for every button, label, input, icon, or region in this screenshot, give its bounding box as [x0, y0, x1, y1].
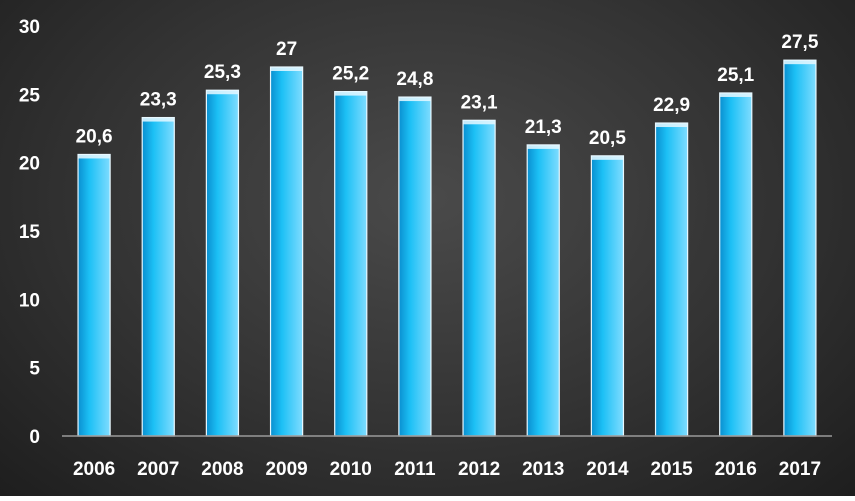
y-tick-label: 10: [19, 290, 40, 311]
x-axis: 2006 2007 2008 2009 2010 2011 2012 2013 2014 2015…: [73, 459, 821, 480]
y-tick-label: 20: [19, 154, 40, 175]
data-label: 24,8: [396, 69, 433, 90]
x-tick-label: 2008: [201, 459, 243, 480]
bar-2016: [719, 92, 753, 437]
bar-highlight: [591, 155, 624, 160]
bar-2008: [205, 89, 240, 437]
x-tick-label: 2017: [779, 459, 821, 480]
x-tick-label: 2006: [73, 459, 115, 480]
x-tick-label: 2007: [137, 459, 179, 480]
y-tick-label: 30: [19, 17, 40, 38]
x-tick-label: 2014: [586, 459, 629, 480]
data-label: 25,2: [332, 64, 369, 85]
x-tick-label: 2016: [715, 459, 757, 480]
data-label: 27: [276, 39, 297, 60]
bar-highlight: [78, 154, 111, 159]
bar-2010: [334, 90, 368, 437]
data-label: 20,5: [589, 128, 626, 149]
bar-2013: [526, 144, 560, 437]
bar-highlight: [527, 144, 560, 149]
bar-highlight: [206, 90, 239, 95]
bar-highlight: [334, 91, 367, 96]
data-label: 20,6: [76, 126, 113, 147]
data-label: 23,3: [140, 90, 177, 111]
x-tick-label: 2015: [650, 459, 693, 480]
data-label: 22,9: [653, 95, 690, 116]
x-tick-label: 2010: [330, 459, 372, 480]
bar-highlight: [142, 117, 175, 122]
data-label: 23,1: [461, 92, 498, 113]
x-tick-label: 2009: [265, 459, 307, 480]
bar-2006: [77, 153, 111, 437]
bar-2007: [141, 116, 175, 437]
y-tick-label: 0: [29, 427, 40, 448]
x-tick-label: 2012: [458, 459, 500, 480]
data-label: 25,1: [717, 65, 754, 86]
y-tick-label: 15: [19, 222, 41, 243]
bar-highlight: [398, 97, 431, 102]
y-axis: 0 5 10 15 20 25 30: [19, 17, 41, 448]
bar-2011: [398, 96, 432, 437]
bar-2014: [590, 155, 625, 437]
bar-highlight: [783, 60, 816, 65]
bar-2012: [462, 119, 496, 437]
bar-highlight: [719, 92, 752, 97]
bar-highlight: [270, 67, 303, 71]
bar-2015: [654, 122, 689, 437]
bar-2017: [783, 59, 817, 437]
x-tick-label: 2011: [394, 459, 436, 480]
bar-highlight: [463, 120, 496, 125]
x-tick-label: 2013: [522, 459, 564, 480]
data-labels: 20,6 23,3 25,3 27 25,2 24,8 23,1 21,3 20,5 22,9 25…: [76, 32, 819, 149]
data-label: 27,5: [781, 32, 818, 53]
data-label: 21,3: [525, 117, 562, 138]
data-label: 25,3: [204, 62, 241, 83]
bar-highlight: [655, 123, 688, 128]
bar-2009: [269, 66, 304, 437]
y-tick-label: 25: [19, 85, 41, 106]
bar-series: [77, 59, 817, 437]
y-tick-label: 5: [29, 359, 40, 380]
